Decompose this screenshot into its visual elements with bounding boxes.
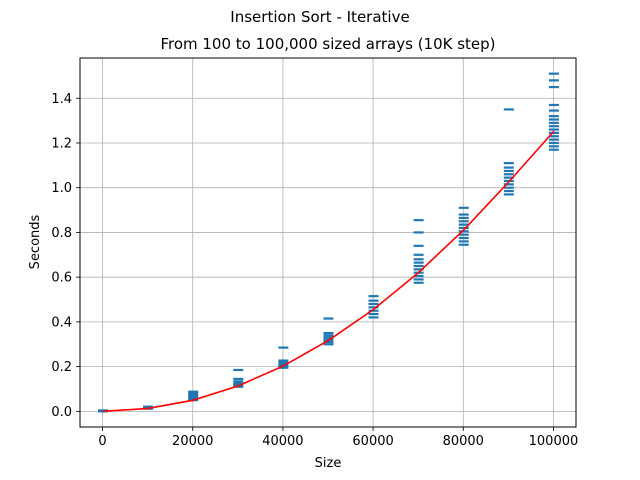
x-tick-label: 0 xyxy=(98,434,106,449)
plot-area xyxy=(97,72,559,413)
y-tick-label: 0.6 xyxy=(51,271,72,286)
x-tick-label: 60000 xyxy=(352,434,393,449)
y-axis-label: Seconds xyxy=(28,214,43,269)
chart-title: Insertion Sort - Iterative xyxy=(230,8,409,26)
y-tick-label: 0.4 xyxy=(51,315,72,330)
x-tick-label: 100000 xyxy=(529,434,579,449)
axes-frame xyxy=(79,57,577,428)
x-tick-label: 80000 xyxy=(443,434,484,449)
y-tick-label: 1.0 xyxy=(51,181,72,196)
y-tick-label: 1.4 xyxy=(51,92,72,107)
x-tick-label: 20000 xyxy=(172,434,213,449)
y-tick-label: 0.8 xyxy=(51,226,72,241)
chart-subtitle: From 100 to 100,000 sized arrays (10K st… xyxy=(160,35,495,53)
x-axis-label: Size xyxy=(315,456,342,471)
y-tick-label: 1.2 xyxy=(51,136,72,151)
ticks: 0 20000 40000 60000 80000 100000 0.0 0.2 0.4 0.6 0… xyxy=(51,92,578,449)
x-tick-label: 40000 xyxy=(262,434,303,449)
fit-line xyxy=(102,130,555,413)
y-tick-label: 0.2 xyxy=(51,360,72,375)
y-tick-label: 0.0 xyxy=(51,405,72,420)
